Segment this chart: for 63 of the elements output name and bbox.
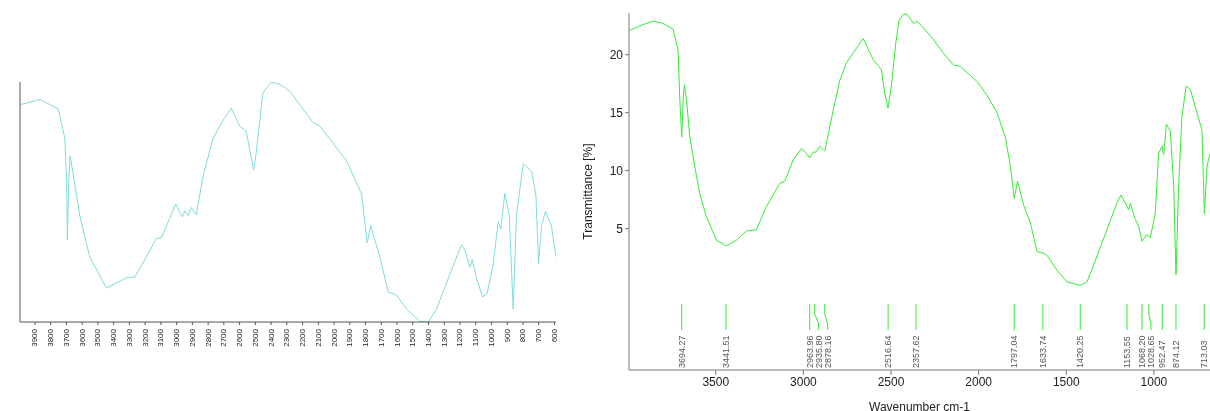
y-tick-label: 20	[609, 47, 624, 62]
x-tick-label: 2300	[282, 328, 292, 347]
x-tick-label: 2900	[187, 328, 197, 347]
annotation: 1028.65	[1145, 335, 1156, 368]
annotation: 2963.96	[804, 335, 815, 368]
annotation: 3441.51	[721, 335, 732, 368]
x-tick-label: 1200	[455, 328, 465, 347]
x-tick-label: 3500	[93, 328, 103, 347]
x-tick-label: 1700	[376, 328, 386, 347]
annotation: 1797.04	[1009, 335, 1020, 368]
x-tick-label: 3600	[77, 328, 87, 347]
annotation: 3694.27	[676, 335, 687, 368]
x-tick-label: 3800	[46, 328, 56, 347]
y-axis-title: Transmittance [%]	[581, 143, 595, 240]
annotation: 1153.55	[1122, 336, 1132, 368]
x-tick-label: 1500	[408, 328, 418, 347]
x-tick-label: 900	[502, 328, 512, 343]
annotation: 1420.25	[1075, 335, 1086, 368]
annotation: 2516.64	[883, 335, 894, 368]
x-tick-label: 2700	[219, 328, 229, 347]
annotation: 2357.62	[910, 335, 921, 368]
x-tick-label: 2100	[313, 328, 323, 347]
x-tick-label: 2000	[965, 374, 993, 389]
annotation: 2878.16	[822, 335, 833, 368]
x-tick-label: 800	[518, 328, 528, 343]
x-tick-label: 700	[534, 328, 544, 343]
x-tick-label: 1400	[423, 328, 433, 347]
x-tick-label: 3400	[109, 328, 119, 347]
x-tick-label: 3000	[790, 374, 818, 389]
y-tick-label: 5	[616, 221, 624, 236]
x-tick-label: 1000	[1140, 374, 1168, 389]
y-tick-label: 10	[609, 163, 624, 178]
x-tick-label: 2600	[235, 328, 245, 347]
x-axis-title: Wavenumber cm-1	[869, 400, 971, 411]
x-tick-label: 2200	[298, 328, 308, 347]
annotation: 713.03	[1199, 340, 1210, 368]
annotation: 1633.74	[1037, 335, 1048, 368]
x-tick-label: 2500	[877, 374, 905, 389]
x-tick-label: 3500	[702, 374, 730, 389]
x-tick-label: 1000	[486, 328, 496, 347]
x-tick-label: 3300	[124, 328, 134, 347]
x-tick-label: 2800	[203, 328, 213, 347]
x-tick-label: 2500	[250, 328, 260, 347]
annotation: 2935.80	[813, 335, 824, 368]
x-tick-label: 600	[549, 328, 559, 343]
y-tick-label: 15	[609, 105, 624, 120]
x-tick-label: 1300	[439, 328, 449, 347]
x-tick-label: 3700	[61, 328, 71, 347]
annotation: 1068.20	[1136, 335, 1147, 368]
x-tick-label: 3900	[30, 328, 40, 347]
x-tick-label: 1900	[345, 328, 355, 347]
x-tick-label: 1800	[361, 328, 371, 347]
annotation: 952.47	[1157, 340, 1168, 368]
x-tick-label: 1100	[471, 328, 481, 347]
x-tick-label: 2400	[266, 328, 276, 347]
x-tick-label: 3100	[156, 328, 166, 347]
line-series	[629, 13, 1210, 286]
x-tick-label: 1500	[1052, 374, 1080, 389]
x-tick-label: 3000	[172, 328, 182, 347]
annotation: 874.12	[1170, 340, 1181, 368]
x-tick-label: 1600	[392, 328, 402, 347]
x-tick-label: 3200	[140, 328, 150, 347]
x-tick-label: 2000	[329, 328, 339, 347]
